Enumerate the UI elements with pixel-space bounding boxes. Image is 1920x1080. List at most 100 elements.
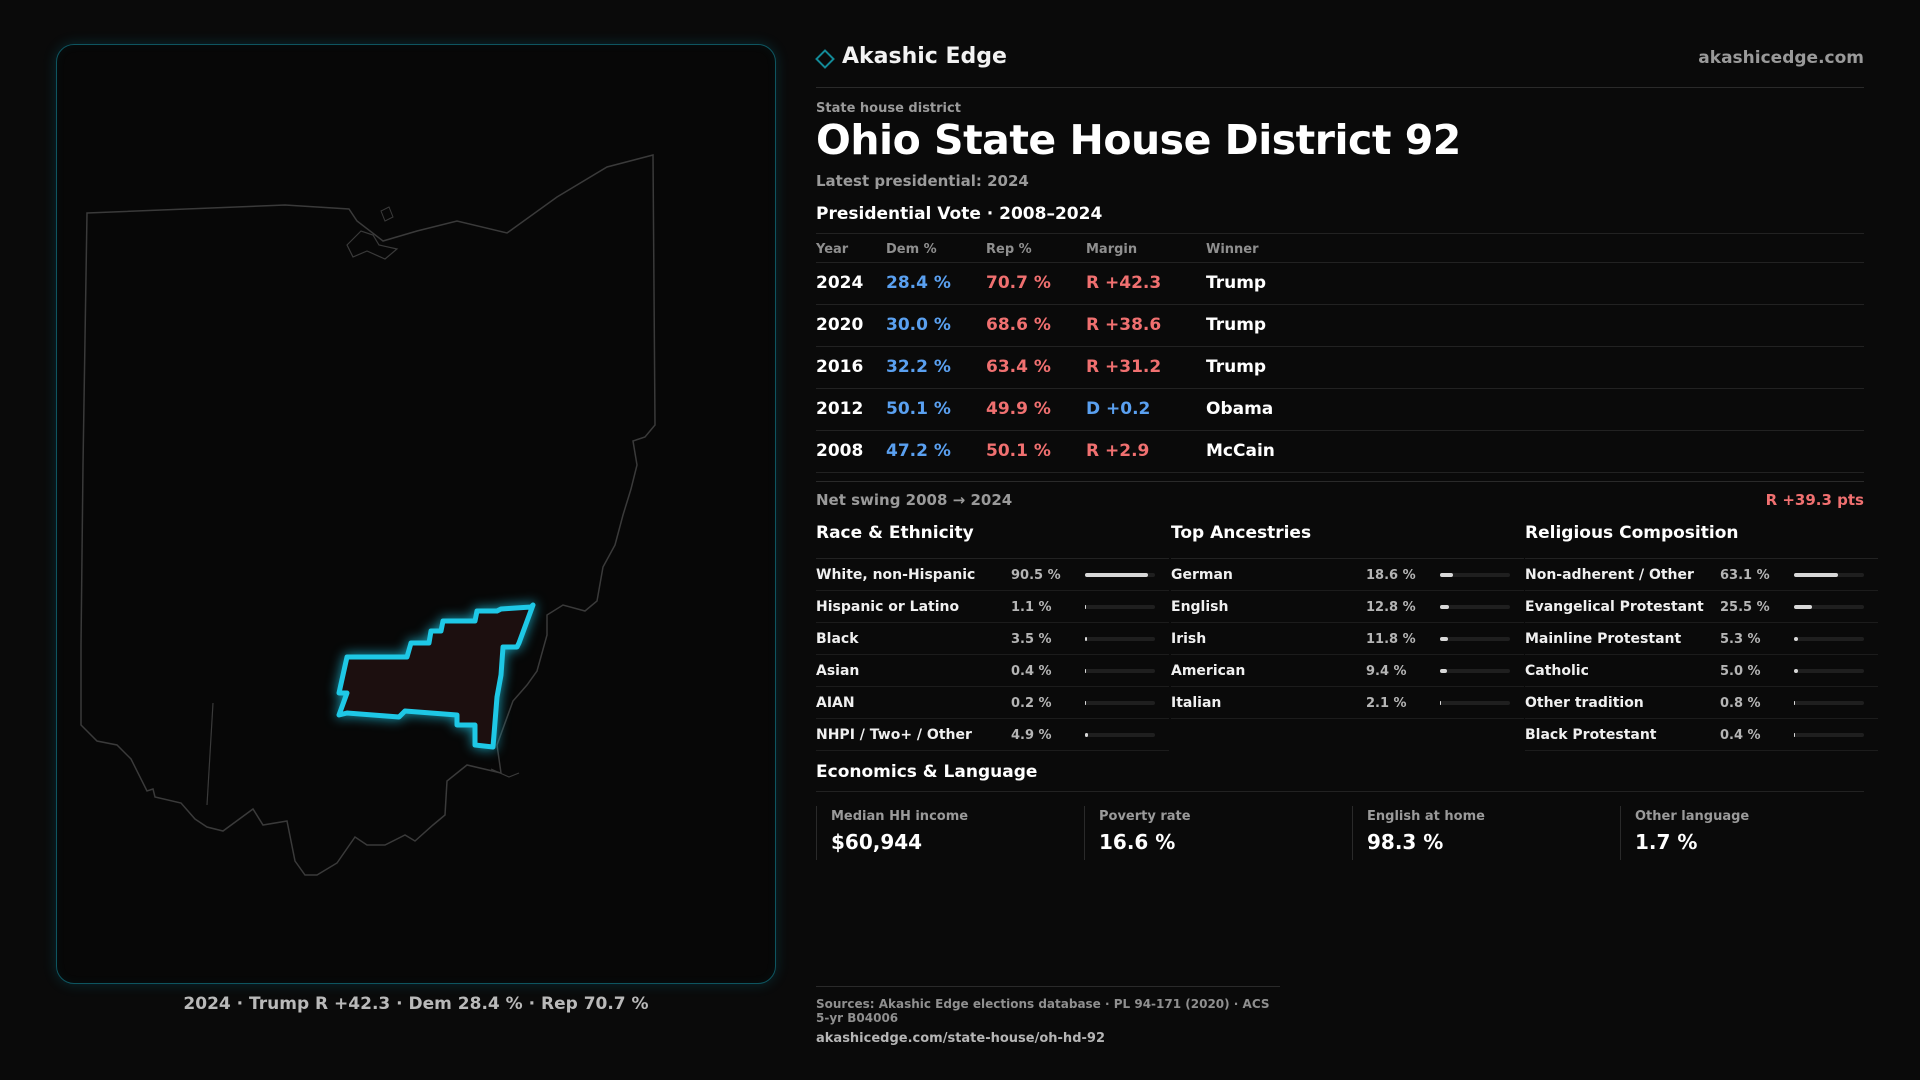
share-bar [1440,701,1510,705]
district-map[interactable] [56,44,776,984]
stat-card-other-language: Other language 1.7 % [1620,806,1870,860]
share-bar [1085,701,1155,705]
presidential-table: Year Dem % Rep % Margin Winner 2024 28.4 … [816,233,1864,473]
item-percent: 5.3 % [1720,632,1761,647]
share-bar-fill [1440,573,1454,577]
rep-pct-cell: 68.6 % [986,315,1051,335]
item-percent: 3.5 % [1011,632,1052,647]
rep-pct-cell: 63.4 % [986,357,1051,377]
list-item: Asian 0.4 % [816,655,1169,687]
share-bar-fill [1440,701,1442,705]
state-outline [80,154,656,876]
col-rep: Rep % [986,242,1032,257]
item-percent: 18.6 % [1366,568,1416,583]
list-item: NHPI / Two+ / Other 4.9 % [816,719,1169,751]
stat-value: $60,944 [831,830,923,854]
interior-line [206,702,214,806]
share-bar [1794,637,1864,641]
item-percent: 0.4 % [1720,728,1761,743]
list-item: Italian 2.1 % [1171,687,1524,719]
item-percent: 12.8 % [1366,600,1416,615]
stat-value: 98.3 % [1367,830,1444,854]
source-link[interactable]: akashicedge.com/state-house/oh-hd-92 [816,1031,1105,1046]
col-dem: Dem % [886,242,937,257]
item-label: White, non-Hispanic [816,567,976,583]
item-percent: 90.5 % [1011,568,1061,583]
margin-cell: R +2.9 [1086,441,1150,461]
list-item: White, non-Hispanic 90.5 % [816,559,1169,591]
list-item: German 18.6 % [1171,559,1524,591]
table-row: 2020 30.0 % 68.6 % R +38.6 Trump [816,305,1864,347]
race-ethnicity-section: Race & Ethnicity White, non-Hispanic 90.5… [816,522,1169,751]
item-percent: 5.0 % [1720,664,1761,679]
stat-label: Other language [1635,809,1750,824]
item-label: Black Protestant [1525,727,1657,743]
share-bar [1085,605,1155,609]
district-type: State house district [816,101,961,116]
stat-card-poverty: Poverty rate 16.6 % [1084,806,1334,860]
share-bar [1085,573,1155,577]
col-year: Year [816,242,849,257]
item-label: American [1171,663,1246,679]
share-bar [1794,733,1864,737]
table-row: 2016 32.2 % 63.4 % R +31.2 Trump [816,347,1864,389]
economics-header: Economics & Language [816,760,1864,792]
share-bar [1440,605,1510,609]
list-item: AIAN 0.2 % [816,687,1169,719]
brand-name[interactable]: Akashic Edge [842,44,1007,69]
item-label: Italian [1171,695,1222,711]
dem-pct-cell: 50.1 % [886,399,951,419]
margin-cell: R +31.2 [1086,357,1162,377]
item-label: Evangelical Protestant [1525,599,1704,615]
net-swing: Net swing 2008 → 2024 R +39.3 pts [816,481,1864,513]
year-cell: 2016 [816,357,864,377]
table-row: 2024 28.4 % 70.7 % R +42.3 Trump [816,263,1864,305]
item-percent: 0.2 % [1011,696,1052,711]
item-label: English [1171,599,1229,615]
share-bar [1440,637,1510,641]
year-cell: 2012 [816,399,864,419]
dem-pct-cell: 32.2 % [886,357,951,377]
latest-presidential: Latest presidential: 2024 [816,172,1029,190]
list-item: Black Protestant 0.4 % [1525,719,1878,751]
dem-pct-cell: 47.2 % [886,441,951,461]
item-percent: 63.1 % [1720,568,1770,583]
table-row: 2008 47.2 % 50.1 % R +2.9 McCain [816,431,1864,473]
share-bar-fill [1794,573,1839,577]
swing-value: R +39.3 pts [1765,491,1864,509]
share-bar-fill [1440,637,1449,641]
item-label: AIAN [816,695,855,711]
share-bar [1794,701,1864,705]
ancestry-title: Top Ancestries [1171,523,1312,543]
item-label: NHPI / Two+ / Other [816,727,972,743]
swing-label: Net swing 2008 → 2024 [816,491,1013,509]
district-92-highlight[interactable] [336,602,536,750]
stat-value: 16.6 % [1099,830,1176,854]
religion-section: Religious Composition Non-adherent / Oth… [1525,522,1878,751]
religion-title: Religious Composition [1525,523,1739,543]
list-item: Other tradition 0.8 % [1525,687,1878,719]
winner-cell: Obama [1206,399,1274,419]
share-bar [1794,605,1864,609]
share-bar-fill [1440,605,1449,609]
share-bar-fill [1794,637,1798,641]
share-bar-fill [1794,733,1796,737]
dem-pct-cell: 30.0 % [886,315,951,335]
ancestry-section: Top Ancestries German 18.6 % English 12.8 %… [1171,522,1524,719]
presidential-title: Presidential Vote · 2008–2024 [816,204,1103,224]
economics-cards: Median HH income $60,944 Poverty rate 16… [816,806,1864,860]
item-label: Hispanic or Latino [816,599,960,615]
share-bar-fill [1085,573,1149,577]
share-bar-fill [1794,669,1798,673]
list-item: American 9.4 % [1171,655,1524,687]
margin-cell: R +42.3 [1086,273,1162,293]
col-margin: Margin [1086,242,1138,257]
item-label: Other tradition [1525,695,1644,711]
list-item: Irish 11.8 % [1171,623,1524,655]
year-cell: 2008 [816,441,864,461]
share-bar-fill [1085,669,1087,673]
brand-header: Akashic Edge akashicedge.com [815,44,1864,88]
map-canvas [80,154,656,876]
brand-url[interactable]: akashicedge.com [1698,48,1864,68]
winner-cell: Trump [1206,273,1267,293]
